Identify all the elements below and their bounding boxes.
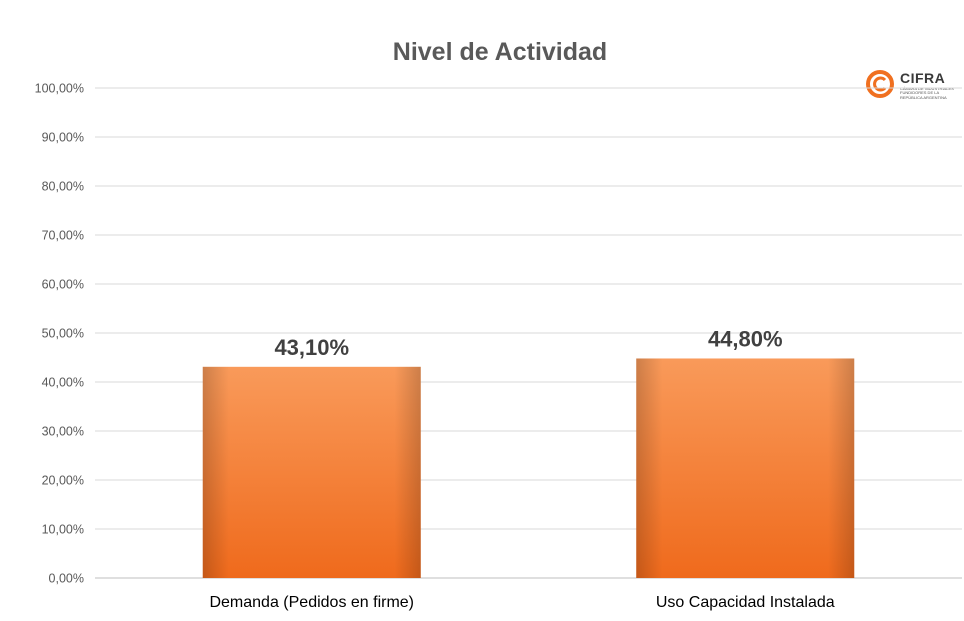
y-tick-label: 20,00%	[42, 474, 84, 488]
bars: 43,10% 44,80%	[202, 326, 855, 578]
y-tick-label: 50,00%	[42, 327, 84, 341]
data-label: 44,80%	[708, 326, 783, 351]
y-tick-label: 80,00%	[42, 180, 84, 194]
y-tick-label: 70,00%	[42, 229, 84, 243]
logo-brand: CIFRA	[900, 70, 946, 86]
bar-shading	[202, 366, 421, 578]
chart-title: Nivel de Actividad	[392, 38, 608, 66]
x-category-label: Uso Capacidad Instalada	[656, 594, 835, 611]
y-tick-label: 10,00%	[42, 523, 84, 537]
x-axis: Demanda (Pedidos en firme) Uso Capacidad …	[209, 594, 834, 611]
x-category-label: Demanda (Pedidos en firme)	[209, 594, 414, 611]
y-tick-label: 30,00%	[42, 425, 84, 439]
y-tick-label: 90,00%	[42, 131, 84, 145]
y-tick-label: 60,00%	[42, 278, 84, 292]
y-axis: 0,00% 10,00% 20,00% 30,00% 40,00% 50,00% 60,00…	[35, 82, 84, 586]
y-tick-label: 0,00%	[49, 572, 84, 586]
data-label: 43,10%	[274, 335, 349, 360]
y-tick-label: 100,00%	[35, 82, 84, 96]
y-tick-label: 40,00%	[42, 376, 84, 390]
bar-shading	[636, 358, 855, 578]
cifra-logo-icon	[866, 70, 894, 98]
